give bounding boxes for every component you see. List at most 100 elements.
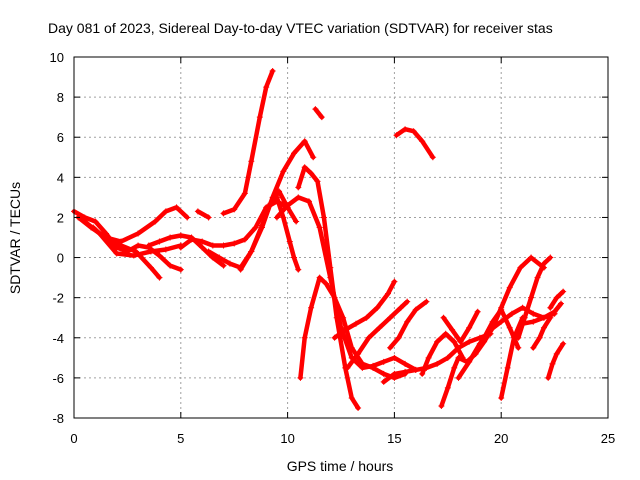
series-7 bbox=[194, 208, 212, 221]
data-point bbox=[320, 214, 327, 221]
data-point bbox=[540, 260, 547, 267]
y-tick-label: 2 bbox=[57, 210, 64, 225]
data-point bbox=[333, 314, 340, 321]
y-tick-label: 4 bbox=[57, 170, 64, 185]
data-point bbox=[540, 324, 547, 331]
y-tick-label: -2 bbox=[52, 291, 64, 306]
data-point bbox=[395, 334, 402, 341]
series-line bbox=[206, 138, 316, 270]
data-point bbox=[410, 128, 417, 135]
data-point bbox=[498, 318, 505, 325]
data-point bbox=[237, 266, 244, 273]
data-point bbox=[391, 370, 398, 377]
data-point bbox=[380, 358, 387, 365]
data-point bbox=[318, 114, 325, 121]
data-point bbox=[316, 224, 323, 231]
series-line bbox=[296, 165, 361, 411]
series-line bbox=[394, 126, 436, 160]
y-tick-label: 6 bbox=[57, 130, 64, 145]
data-point bbox=[276, 188, 283, 195]
data-point bbox=[402, 360, 409, 367]
series-14 bbox=[312, 106, 325, 121]
data-point bbox=[188, 236, 195, 243]
data-point bbox=[498, 394, 505, 401]
data-point bbox=[92, 218, 99, 225]
data-point bbox=[560, 340, 567, 347]
data-point bbox=[387, 344, 394, 351]
data-point bbox=[352, 320, 359, 327]
data-point bbox=[515, 344, 522, 351]
data-point bbox=[348, 344, 355, 351]
x-tick-label: 20 bbox=[494, 431, 508, 446]
series-line bbox=[221, 68, 275, 216]
data-point bbox=[301, 334, 308, 341]
data-point bbox=[412, 306, 419, 313]
data-point bbox=[295, 266, 302, 273]
series-line bbox=[490, 255, 547, 331]
data-point bbox=[280, 168, 287, 175]
data-point bbox=[132, 248, 139, 255]
data-point bbox=[291, 254, 298, 261]
data-point bbox=[504, 364, 511, 371]
data-point bbox=[162, 208, 169, 215]
data-point bbox=[147, 264, 154, 271]
data-point bbox=[519, 304, 526, 311]
y-tick-label: -8 bbox=[52, 411, 64, 426]
data-point bbox=[455, 354, 462, 361]
data-point bbox=[481, 334, 488, 341]
series-line bbox=[419, 331, 466, 377]
y-axis-ticks: -8 -6 -4 -2 0 2 4 6 8 10 bbox=[50, 50, 608, 426]
data-point bbox=[551, 308, 558, 315]
series-15 bbox=[297, 274, 409, 381]
data-point bbox=[216, 254, 223, 261]
data-point bbox=[429, 154, 436, 161]
data-point bbox=[536, 334, 543, 341]
y-tick-label: 8 bbox=[57, 90, 64, 105]
data-point bbox=[440, 314, 447, 321]
series-17 bbox=[344, 298, 411, 371]
data-point bbox=[530, 310, 537, 317]
chart-title: Day 081 of 2023, Sidereal Day-to-day VTE… bbox=[48, 20, 553, 36]
series-line bbox=[516, 255, 553, 341]
data-point bbox=[549, 360, 556, 367]
data-point bbox=[451, 338, 458, 345]
data-point bbox=[301, 138, 308, 145]
series-line bbox=[146, 233, 226, 268]
data-point bbox=[248, 248, 255, 255]
data-point bbox=[412, 366, 419, 373]
data-point bbox=[220, 262, 227, 269]
series-line bbox=[530, 315, 553, 351]
data-point bbox=[466, 338, 473, 345]
y-axis-label: SDTVAR / TECUs bbox=[7, 182, 23, 294]
data-point bbox=[220, 242, 227, 249]
data-point bbox=[293, 218, 300, 225]
data-point bbox=[205, 248, 212, 255]
series-21 bbox=[419, 330, 466, 377]
data-point bbox=[474, 308, 481, 315]
data-point bbox=[295, 184, 302, 191]
series-26 bbox=[489, 254, 547, 331]
data-point bbox=[380, 370, 387, 377]
data-point bbox=[301, 164, 308, 171]
data-point bbox=[117, 242, 124, 249]
x-tick-label: 10 bbox=[280, 431, 294, 446]
data-point bbox=[521, 314, 528, 321]
series-32 bbox=[547, 288, 567, 311]
data-point bbox=[444, 384, 451, 391]
series-23 bbox=[440, 308, 481, 345]
data-point bbox=[113, 250, 120, 257]
data-point bbox=[547, 254, 554, 261]
data-point bbox=[305, 198, 312, 205]
series-29 bbox=[530, 314, 554, 351]
data-point bbox=[397, 304, 404, 311]
data-point bbox=[241, 236, 248, 243]
data-point bbox=[530, 344, 537, 351]
series-1 bbox=[71, 208, 184, 273]
plot-frame bbox=[73, 56, 609, 419]
data-point bbox=[506, 284, 513, 291]
data-point bbox=[438, 402, 445, 409]
data-point bbox=[540, 314, 547, 321]
data-point bbox=[449, 326, 456, 333]
series-line bbox=[387, 299, 429, 351]
data-point bbox=[263, 84, 270, 91]
